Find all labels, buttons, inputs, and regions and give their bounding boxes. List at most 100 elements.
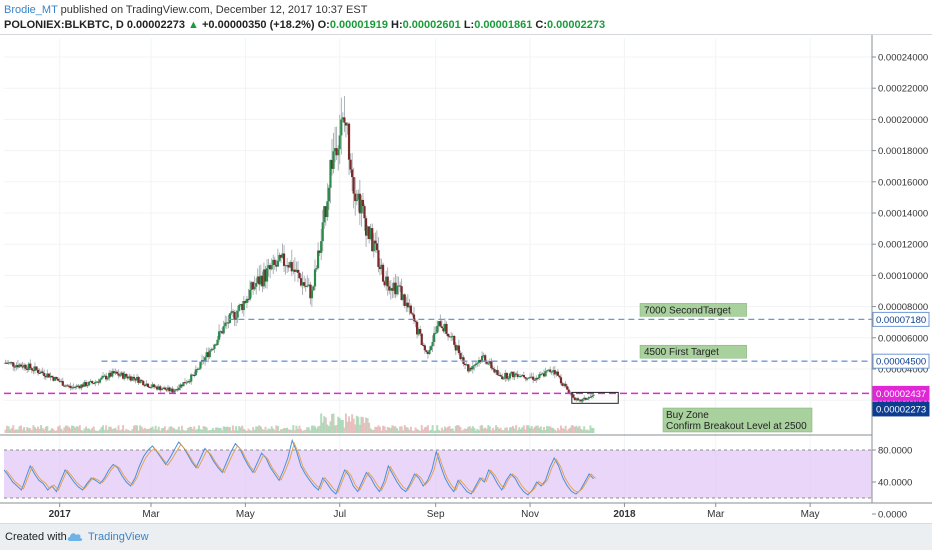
candle-body <box>290 262 293 272</box>
volume-bar <box>346 421 349 433</box>
volume-bar <box>561 428 564 433</box>
volume-bar <box>168 426 171 433</box>
candle-body <box>564 383 567 387</box>
volume-bar <box>397 430 400 433</box>
candle-body <box>86 385 89 387</box>
volume-bar <box>324 417 327 433</box>
price-chart[interactable]: 7000 SecondTarget 4500 First Target Buy Zo… <box>0 34 932 523</box>
candle-body <box>180 384 184 387</box>
volume-bar <box>213 429 216 433</box>
volume-bar <box>242 428 245 433</box>
volume-bar <box>162 428 165 433</box>
candle-body <box>515 373 518 375</box>
candle-body <box>414 320 417 322</box>
candle-body <box>510 371 513 374</box>
volume-bar <box>502 430 505 433</box>
candle-body <box>98 379 102 383</box>
volume-bar <box>115 430 118 433</box>
volume-bar <box>188 426 191 433</box>
candle-body <box>239 304 242 306</box>
price-axis: 0.00024000 0.00022000 0.00020000 0.00018000… <box>872 53 928 521</box>
volume-bar <box>165 430 168 433</box>
candle-body <box>572 394 575 398</box>
candle-body <box>292 269 295 272</box>
candle-body <box>92 383 95 385</box>
candle-body <box>154 386 157 388</box>
buy-zone-label: Buy Zone <box>666 410 709 421</box>
candle-body <box>24 364 27 369</box>
candle-body <box>176 389 179 391</box>
volume-bar <box>485 428 488 433</box>
volume-bar <box>377 425 380 433</box>
candle-body <box>190 374 193 382</box>
volume-bar <box>313 426 316 433</box>
volume-bar <box>521 427 524 433</box>
volume-bar <box>21 429 24 433</box>
volume-bar <box>38 428 41 433</box>
volume-bar <box>256 426 259 433</box>
candle-body <box>533 379 536 381</box>
volume-bar <box>478 430 481 433</box>
author-link[interactable]: Brodie_MT <box>4 4 58 16</box>
volume-bar <box>453 430 456 433</box>
volume-bar <box>267 428 270 433</box>
volume-bar <box>193 426 196 433</box>
volume-bar <box>519 429 522 433</box>
volume-bar <box>532 428 535 433</box>
candle-body <box>405 302 408 306</box>
candle-body <box>275 264 278 267</box>
volume-bar <box>473 428 476 433</box>
volume-bar <box>460 430 463 433</box>
rsi-tick-label: 80.0000 <box>878 446 912 457</box>
candle-body <box>411 313 414 315</box>
volume-bar <box>98 429 101 433</box>
volume-bar <box>253 429 256 433</box>
volume-bar <box>173 428 176 433</box>
volume-bar <box>564 425 567 433</box>
volume-bar <box>516 430 519 433</box>
candle-body <box>75 385 78 388</box>
candle-body <box>306 285 309 287</box>
time-tick-label: Sep <box>427 509 445 520</box>
tradingview-brand-link[interactable]: TradingView <box>88 531 149 543</box>
volume-bar <box>276 426 279 433</box>
candle-body <box>535 377 538 380</box>
candle-body <box>329 159 332 188</box>
volume-bar <box>300 429 303 433</box>
candle-body <box>358 193 361 214</box>
candle-body <box>58 380 61 382</box>
volume-bar <box>278 430 281 433</box>
candle-body <box>248 289 252 300</box>
candle-body <box>437 321 440 326</box>
volume-bar <box>170 426 173 433</box>
price-tag-box <box>872 311 930 327</box>
volume-bar <box>357 416 360 433</box>
volume-bar <box>224 427 227 433</box>
volume-bar <box>536 425 539 433</box>
candle-body <box>101 375 105 378</box>
candle-body <box>231 311 235 313</box>
volume-bar <box>219 427 222 433</box>
candle-body <box>108 372 111 378</box>
candle-body <box>276 260 279 267</box>
candle-body <box>578 399 581 401</box>
volume-bar <box>354 424 357 433</box>
volume-bar <box>204 426 207 433</box>
volume-bar <box>474 430 477 433</box>
candle-body <box>507 378 510 380</box>
volume-bar <box>287 429 290 433</box>
volume-bar <box>321 422 324 433</box>
volume-bar <box>120 429 123 433</box>
candle-body <box>69 385 72 388</box>
volume-bar <box>289 429 292 433</box>
volume-bar <box>592 427 595 433</box>
price-tick-label: 0.00010000 <box>878 271 928 282</box>
candle-body <box>7 362 10 364</box>
candle-body <box>422 344 425 346</box>
volume-bar <box>303 430 306 433</box>
volume-bar <box>293 430 296 433</box>
candle-body <box>26 368 29 371</box>
candle-body <box>351 169 354 178</box>
volume-bar <box>27 428 30 433</box>
candle-body <box>558 375 561 378</box>
